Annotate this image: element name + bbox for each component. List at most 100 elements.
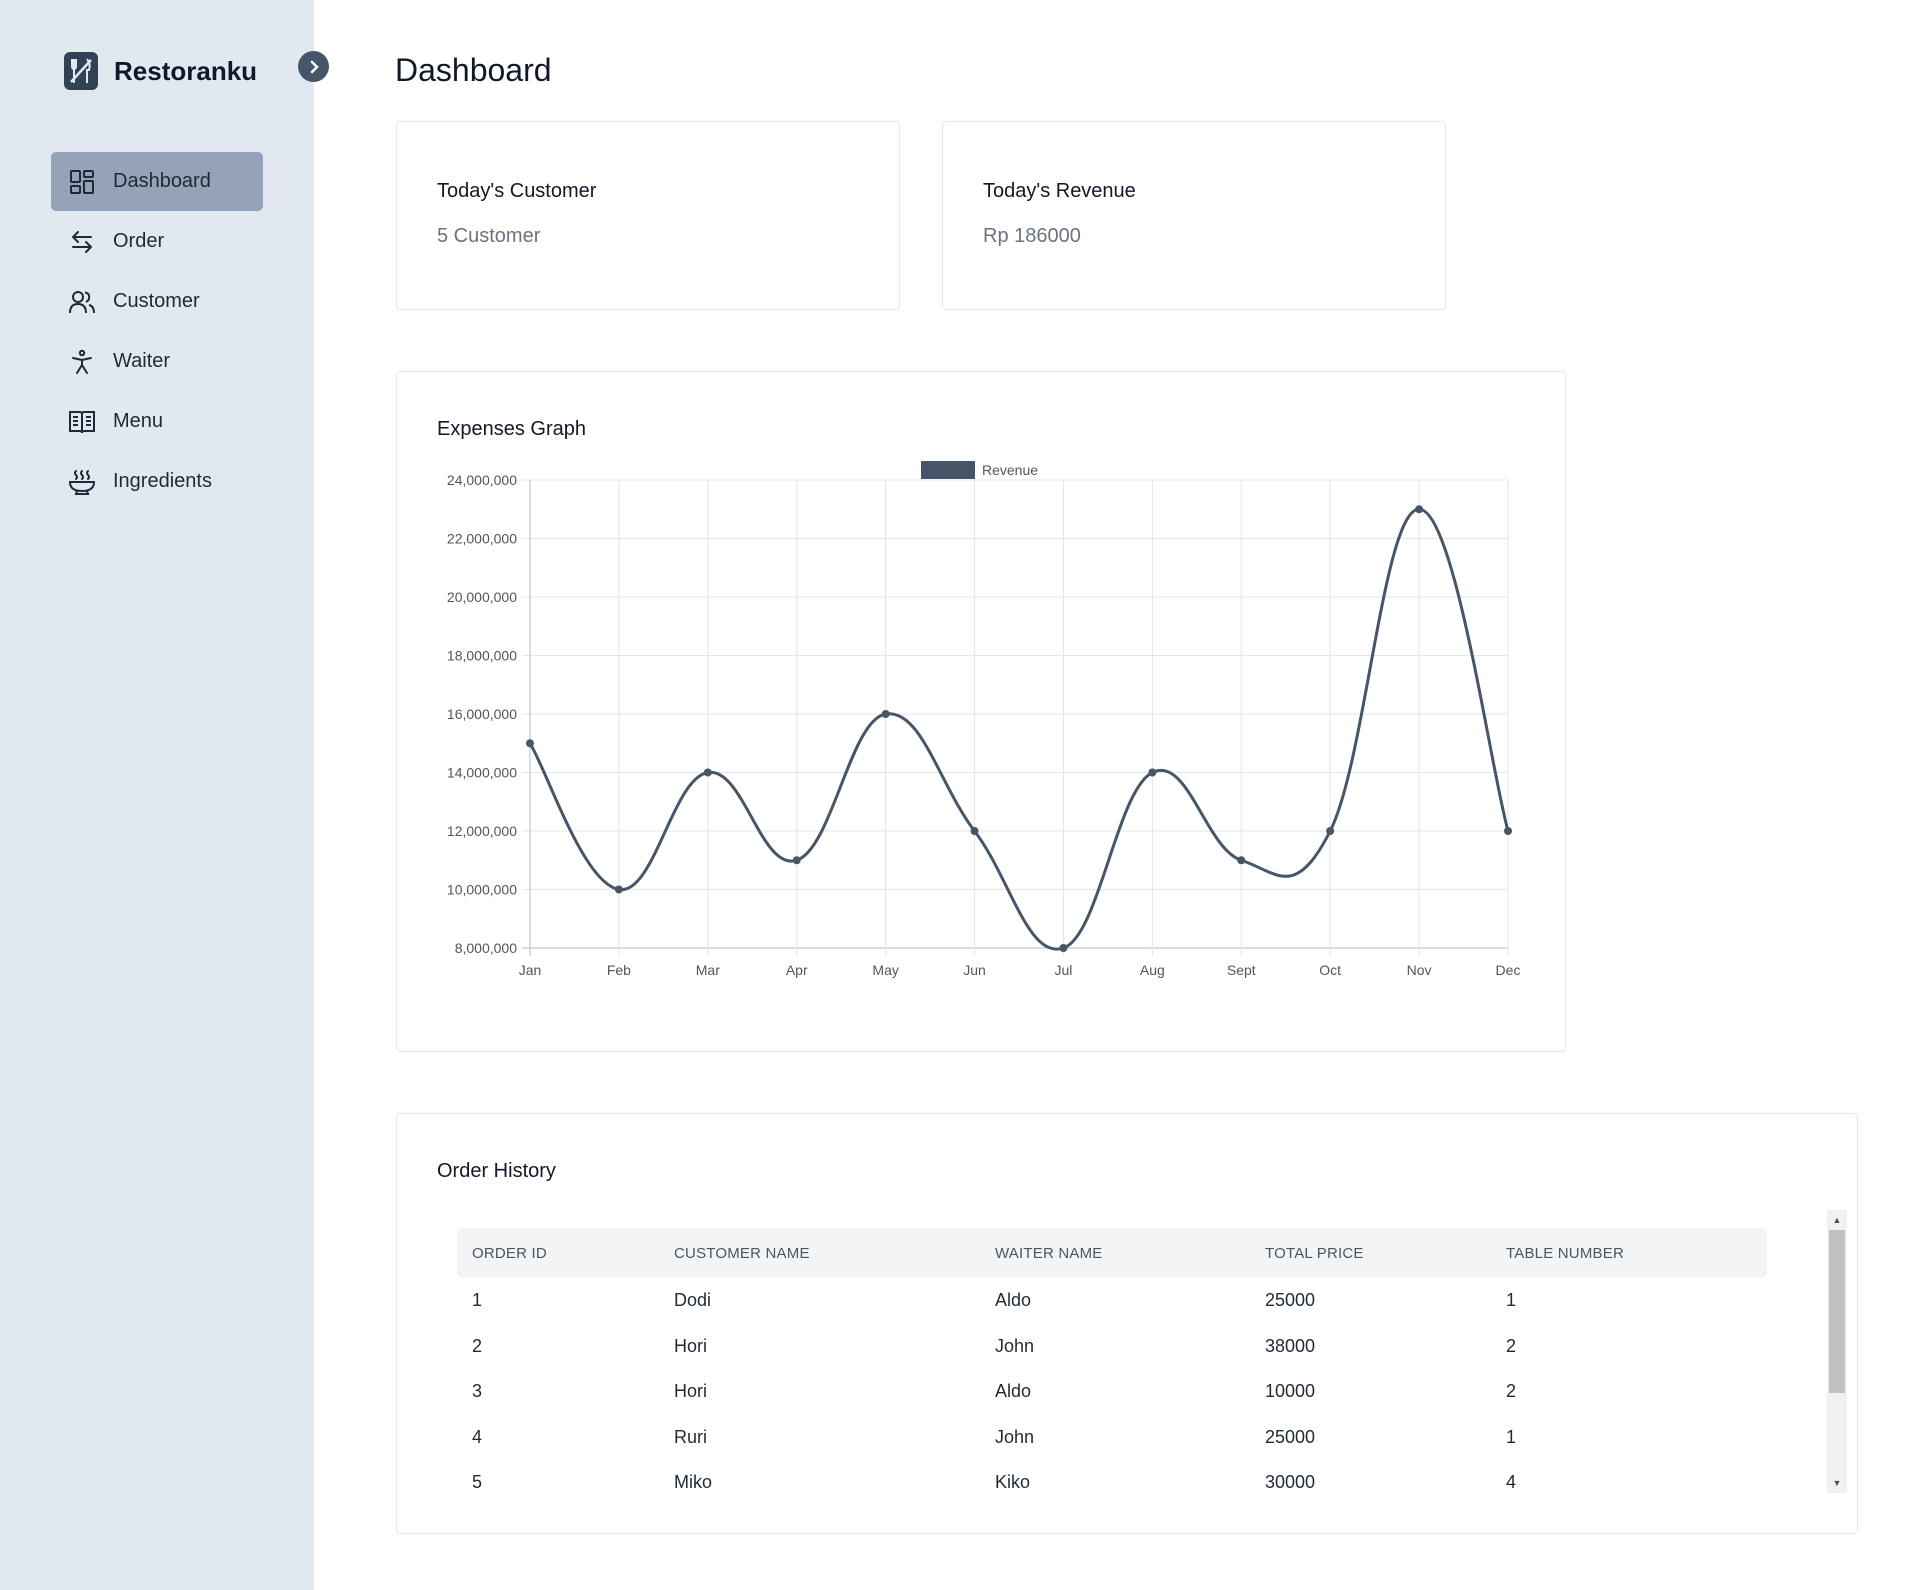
brand[interactable]: Restoranku bbox=[64, 52, 257, 90]
column-header-order-id: ORDER ID bbox=[472, 1245, 547, 1262]
table-cell: 3 bbox=[472, 1381, 483, 1401]
revenue-line-chart: 24,000,000 22,000,000 20,000,000 18,000,000… bbox=[447, 461, 1521, 978]
arrows-exchange-icon bbox=[67, 227, 97, 257]
expenses-graph-card: Expenses Graph 24,000,000 22,000,000 20,00… bbox=[396, 371, 1566, 1052]
sidebar-item-waiter[interactable]: Waiter bbox=[51, 332, 263, 391]
revenue-stat-card: Today's Revenue Rp 186000 bbox=[942, 121, 1446, 310]
data-point bbox=[1059, 944, 1068, 952]
table-cell: 30000 bbox=[1265, 1472, 1316, 1492]
x-tick-label: May bbox=[872, 962, 898, 978]
y-tick-label: 12,000,000 bbox=[447, 823, 517, 839]
order-history-card: Order History ORDER ID CUSTOMER NAME WAI… bbox=[396, 1113, 1858, 1534]
column-header-total-price: TOTAL PRICE bbox=[1265, 1245, 1364, 1262]
table-cell: John bbox=[995, 1426, 1035, 1447]
legend-swatch bbox=[921, 461, 975, 479]
order-history-table: ORDER ID CUSTOMER NAME WAITER NAME TOTAL… bbox=[437, 1210, 1847, 1493]
data-point bbox=[970, 827, 979, 835]
table-header: ORDER ID CUSTOMER NAME WAITER NAME TOTAL… bbox=[457, 1228, 1767, 1278]
x-tick-label: Dec bbox=[1496, 962, 1521, 978]
dashboard-grid-icon bbox=[67, 167, 97, 197]
stat-value: 5 Customer bbox=[437, 225, 541, 247]
x-tick-label: Oct bbox=[1319, 962, 1341, 978]
card-title: Expenses Graph bbox=[437, 418, 586, 440]
sidebar-item-label: Order bbox=[113, 230, 165, 252]
x-tick-label: Sept bbox=[1227, 962, 1256, 978]
table-cell: 25000 bbox=[1265, 1290, 1316, 1310]
x-tick-label: Nov bbox=[1407, 962, 1432, 978]
table-cell: Hori bbox=[674, 1381, 708, 1401]
column-header-table-number: TABLE NUMBER bbox=[1506, 1245, 1624, 1262]
y-tick-label: 14,000,000 bbox=[447, 765, 517, 781]
sidebar-item-dashboard[interactable]: Dashboard bbox=[51, 152, 263, 211]
customer-stat-card: Today's Customer 5 Customer bbox=[396, 121, 900, 310]
data-point bbox=[1415, 505, 1424, 514]
y-tick-label: 20,000,000 bbox=[447, 589, 517, 605]
data-point bbox=[1148, 768, 1157, 777]
stat-label: Today's Customer bbox=[437, 180, 597, 202]
table-cell: 2 bbox=[472, 1335, 483, 1356]
series-line-revenue bbox=[528, 507, 1510, 951]
table-row[interactable]: 5 Miko Kiko 30000 4 bbox=[457, 1460, 1767, 1493]
data-point bbox=[881, 710, 890, 718]
sidebar-item-menu[interactable]: Menu bbox=[51, 392, 263, 451]
table-cell: 2 bbox=[1506, 1335, 1517, 1356]
y-tick-label: 16,000,000 bbox=[447, 706, 517, 722]
scroll-thumb[interactable] bbox=[1829, 1230, 1845, 1393]
card-title: Order History bbox=[437, 1160, 556, 1182]
column-header-waiter-name: WAITER NAME bbox=[995, 1245, 1103, 1262]
sidebar-item-order[interactable]: Order bbox=[51, 212, 263, 271]
table-row[interactable]: 3 Hori Aldo 10000 2 bbox=[457, 1369, 1767, 1414]
scroll-up-arrow-icon[interactable]: ▲ bbox=[1832, 1215, 1842, 1225]
chevron-right-icon bbox=[310, 60, 319, 73]
table-cell: Aldo bbox=[995, 1290, 1032, 1310]
table-cell: Ruri bbox=[674, 1426, 708, 1447]
table-cell: 1 bbox=[1506, 1426, 1517, 1447]
sidebar: Restoranku Dashboard Order bbox=[0, 0, 314, 1590]
table-row[interactable]: 4 Ruri John 25000 1 bbox=[457, 1415, 1767, 1460]
table-cell: Aldo bbox=[995, 1381, 1032, 1401]
y-tick-label: 10,000,000 bbox=[447, 882, 517, 898]
table-cell: 2 bbox=[1506, 1381, 1517, 1401]
x-tick-label: Aug bbox=[1140, 962, 1165, 978]
sidebar-item-customer[interactable]: Customer bbox=[51, 272, 263, 331]
table-cell: 1 bbox=[472, 1290, 483, 1310]
book-open-icon bbox=[67, 407, 97, 437]
x-tick-label: Jan bbox=[519, 962, 542, 978]
table-cell: Dodi bbox=[674, 1290, 712, 1310]
stat-value: Rp 186000 bbox=[983, 225, 1081, 247]
x-tick-label: Jul bbox=[1055, 962, 1073, 978]
table-cell: 38000 bbox=[1265, 1335, 1316, 1356]
sidebar-toggle-button[interactable] bbox=[298, 51, 329, 82]
x-tick-label: Feb bbox=[607, 962, 631, 978]
sidebar-item-ingredients[interactable]: Ingredients bbox=[51, 452, 263, 511]
table-row[interactable]: 2 Hori John 38000 2 bbox=[457, 1324, 1767, 1369]
x-tick-label: Jun bbox=[963, 962, 986, 978]
table-cell: 10000 bbox=[1265, 1381, 1316, 1401]
table-cell: 4 bbox=[1506, 1472, 1517, 1492]
table-row[interactable]: 1 Dodi Aldo 25000 1 bbox=[457, 1278, 1767, 1323]
data-point bbox=[1237, 856, 1246, 865]
legend-label: Revenue bbox=[982, 462, 1038, 478]
bowl-steam-icon bbox=[67, 467, 97, 497]
sidebar-item-label: Customer bbox=[113, 290, 200, 312]
sidebar-nav: Dashboard Order Customer bbox=[51, 152, 263, 512]
y-tick-label: 18,000,000 bbox=[447, 648, 517, 664]
scroll-down-arrow-icon[interactable]: ▼ bbox=[1832, 1478, 1842, 1488]
data-point bbox=[1504, 827, 1512, 835]
table-scrollbar[interactable]: ▲ ▼ bbox=[1827, 1210, 1847, 1493]
data-point bbox=[614, 885, 623, 894]
table-cell: 4 bbox=[472, 1426, 483, 1447]
y-tick-label: 22,000,000 bbox=[447, 531, 517, 547]
column-header-customer-name: CUSTOMER NAME bbox=[674, 1245, 810, 1262]
x-tick-label: Apr bbox=[786, 962, 808, 978]
data-point bbox=[703, 768, 712, 777]
table-cell: Miko bbox=[674, 1472, 713, 1492]
table-cell: 25000 bbox=[1265, 1426, 1316, 1447]
sidebar-item-label: Ingredients bbox=[113, 470, 212, 492]
x-tick-label: Mar bbox=[696, 962, 720, 978]
data-point bbox=[1326, 827, 1335, 835]
y-tick-label: 8,000,000 bbox=[455, 940, 517, 956]
table-cell: Hori bbox=[674, 1335, 708, 1356]
table-cell: Kiko bbox=[995, 1472, 1031, 1492]
restaurant-logo-icon bbox=[64, 52, 98, 90]
